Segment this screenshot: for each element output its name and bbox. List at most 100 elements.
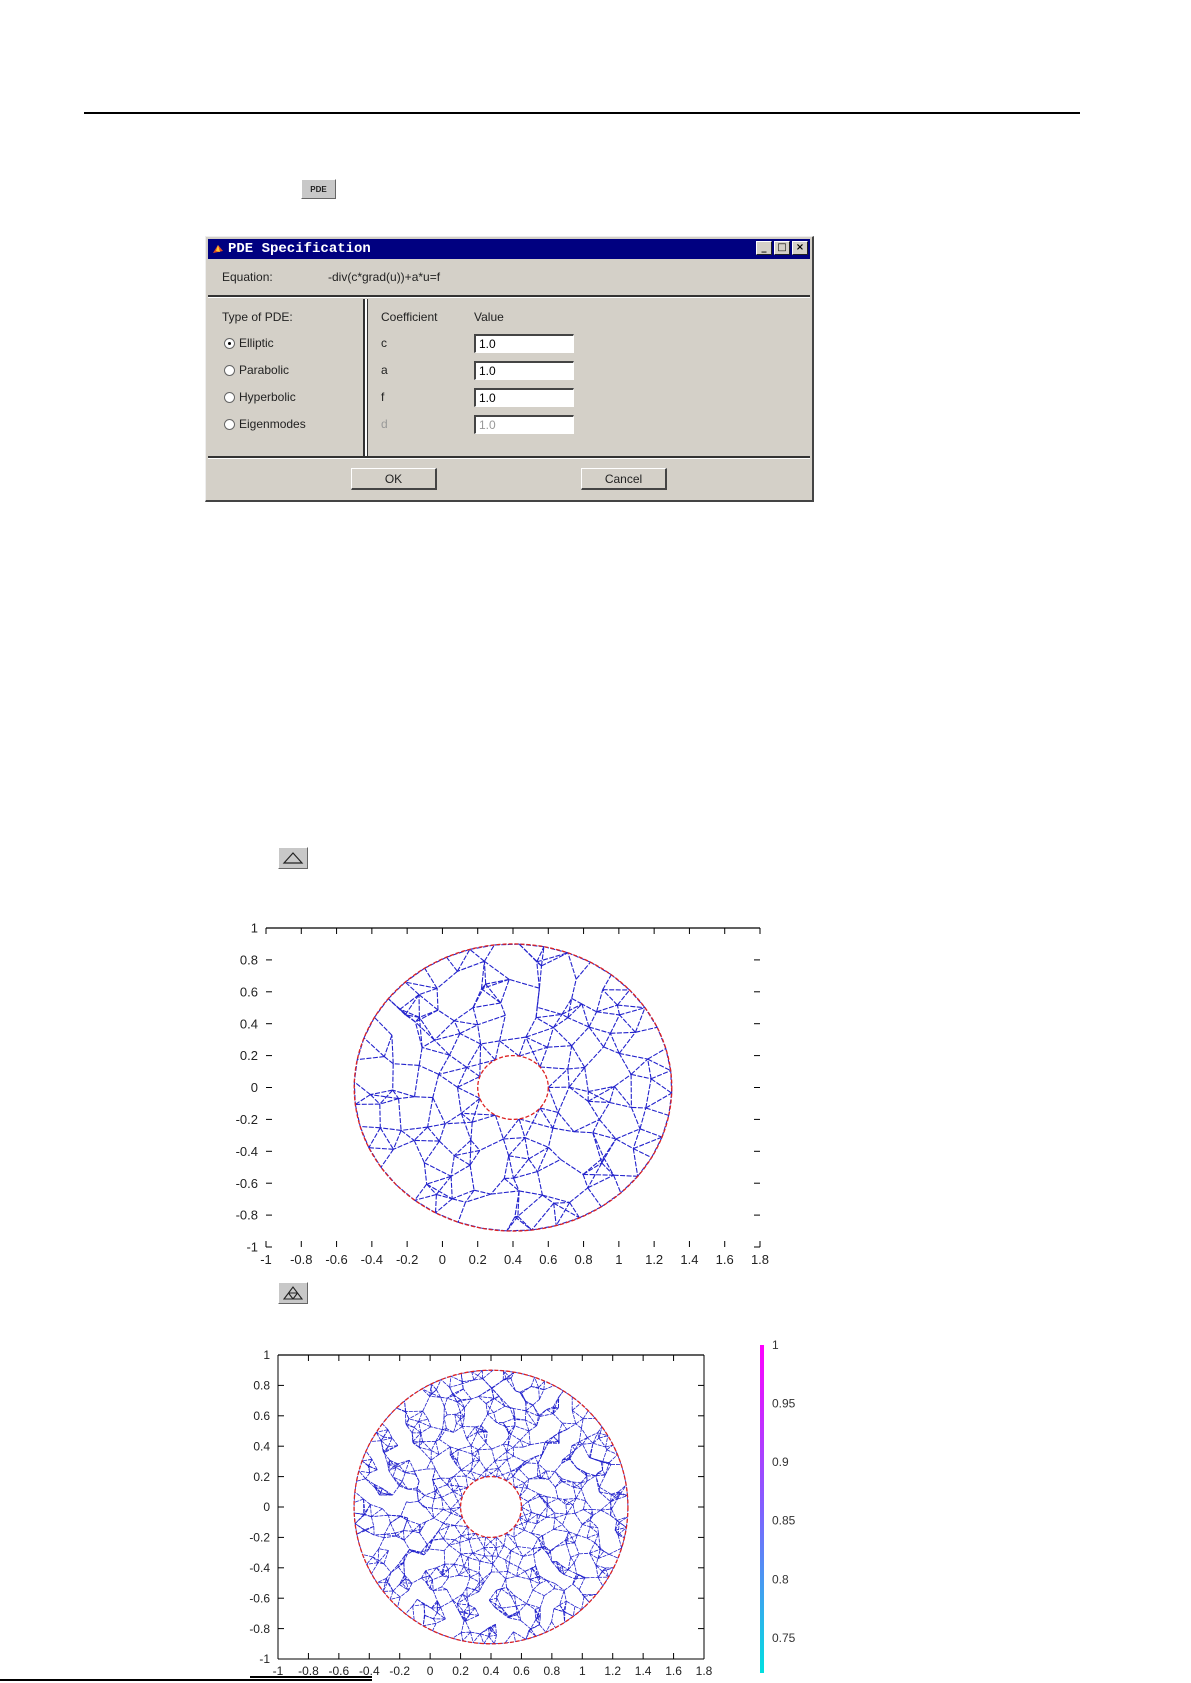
mesh-edge: [548, 1146, 561, 1160]
mesh-edge: [599, 1491, 611, 1503]
mesh-edge: [440, 1607, 446, 1620]
mesh-edge: [463, 1607, 476, 1613]
cancel-button[interactable]: Cancel: [581, 468, 667, 490]
mesh-edge: [564, 1601, 567, 1613]
mesh-edge: [566, 1543, 571, 1558]
init-mesh-button[interactable]: [278, 847, 308, 869]
mesh-edge: [524, 1529, 532, 1534]
mesh-edge: [461, 1620, 465, 1633]
mesh-edge: [543, 1588, 555, 1597]
mesh-edge: [633, 1148, 652, 1159]
dialog-title-bar[interactable]: PDE Specification _ □ ×: [208, 239, 810, 259]
mesh-edge: [557, 1565, 563, 1570]
mesh-edge: [502, 1118, 520, 1140]
refine-mesh-button[interactable]: [278, 1282, 308, 1304]
x-tick-label: 1.6: [716, 1252, 734, 1267]
mesh-edge: [462, 1379, 474, 1383]
mesh-edge: [401, 1480, 409, 1490]
mesh-edge: [499, 1036, 526, 1042]
mesh-edge: [372, 1556, 385, 1565]
pde-toolbar-button[interactable]: PDE: [301, 179, 336, 199]
mesh-edge: [616, 989, 631, 1006]
mesh-edge: [412, 1432, 422, 1443]
mesh-edge: [526, 1603, 541, 1609]
mesh-edge: [435, 1175, 452, 1195]
mesh-edges: [353, 1369, 629, 1645]
mesh-edge: [582, 1174, 589, 1188]
mesh-edge: [411, 1427, 415, 1434]
mesh-edge: [466, 1426, 476, 1439]
mesh-edge: [567, 952, 577, 980]
coef-f-input[interactable]: [474, 388, 574, 407]
mesh-edge: [504, 1405, 514, 1409]
mesh-edge: [366, 1556, 374, 1565]
mesh-edge: [568, 1531, 576, 1543]
maximize-icon[interactable]: □: [774, 241, 790, 255]
mesh-edge: [430, 1454, 440, 1461]
mesh-edge: [405, 1423, 407, 1426]
mesh-edge: [526, 1456, 536, 1464]
mesh-edge: [510, 1546, 518, 1551]
mesh-edge: [478, 1396, 494, 1399]
outer-boundary: [353, 943, 673, 1232]
mesh-edge: [387, 1437, 393, 1447]
mesh-edge: [581, 1428, 588, 1438]
radio-elliptic[interactable]: [224, 338, 235, 349]
mesh-edge: [525, 1419, 537, 1427]
mesh-edge: [470, 1459, 480, 1472]
mesh-edge: [553, 1017, 569, 1029]
y-tick-label: -0.4: [236, 1144, 258, 1159]
mesh-edge: [454, 1535, 462, 1541]
mesh-edge: [485, 1442, 492, 1450]
radio-eigenmodes[interactable]: [224, 419, 235, 430]
mesh-edge: [495, 1536, 505, 1546]
x-tick-label: -0.8: [298, 1664, 319, 1678]
mesh-edge: [579, 1441, 583, 1445]
minimize-icon[interactable]: _: [756, 241, 772, 255]
mesh-edge: [387, 1463, 397, 1468]
radio-parabolic[interactable]: [224, 365, 235, 376]
ok-button[interactable]: OK: [351, 468, 437, 490]
y-tick-label: 0.8: [253, 1379, 270, 1393]
mesh-edge: [614, 1530, 619, 1536]
mesh-edge: [459, 1024, 478, 1034]
pde-button-label: PDE: [310, 184, 327, 194]
mesh-edge: [552, 1413, 563, 1424]
mesh-edge: [496, 1587, 507, 1591]
mesh-edge: [557, 1112, 575, 1133]
radio-hyperbolic[interactable]: [224, 392, 235, 403]
mesh-edge: [376, 1429, 389, 1433]
coef-c-input[interactable]: [474, 334, 574, 353]
coef-a-input[interactable]: [474, 361, 574, 380]
mesh-edge: [455, 1460, 458, 1465]
mesh-edge: [456, 1087, 462, 1114]
mesh-edge: [503, 1378, 512, 1381]
mesh-edge: [513, 1170, 538, 1179]
mesh-edge: [472, 1547, 485, 1554]
mesh-edge: [389, 1459, 398, 1465]
mesh-edge: [519, 1496, 529, 1502]
mesh-edge: [558, 1390, 564, 1398]
mesh-edge: [414, 1021, 423, 1048]
mesh-edge: [470, 1122, 473, 1141]
mesh-edge: [479, 1633, 485, 1644]
mesh-edge: [584, 1046, 605, 1068]
mesh-edge: [580, 1480, 588, 1484]
mesh-edge: [526, 1589, 534, 1604]
close-icon[interactable]: ×: [792, 241, 808, 255]
mesh-edge: [647, 1059, 652, 1079]
divider-top: [208, 295, 810, 298]
x-tick-label: 0: [439, 1252, 446, 1267]
mesh-edge: [483, 1431, 487, 1443]
mesh-edge: [365, 1478, 376, 1489]
x-tick-label: -1: [273, 1664, 284, 1678]
mesh-edge: [398, 1574, 405, 1585]
mesh-edge: [562, 1422, 576, 1425]
mesh-edge: [397, 1596, 401, 1608]
mesh-edge: [465, 1620, 471, 1633]
mesh-edge: [460, 1461, 474, 1471]
coef-name-d: d: [381, 417, 388, 431]
mesh-edge: [571, 1026, 590, 1047]
radio-hyperbolic-label: Hyperbolic: [239, 390, 296, 404]
mesh-edge: [589, 1553, 597, 1566]
